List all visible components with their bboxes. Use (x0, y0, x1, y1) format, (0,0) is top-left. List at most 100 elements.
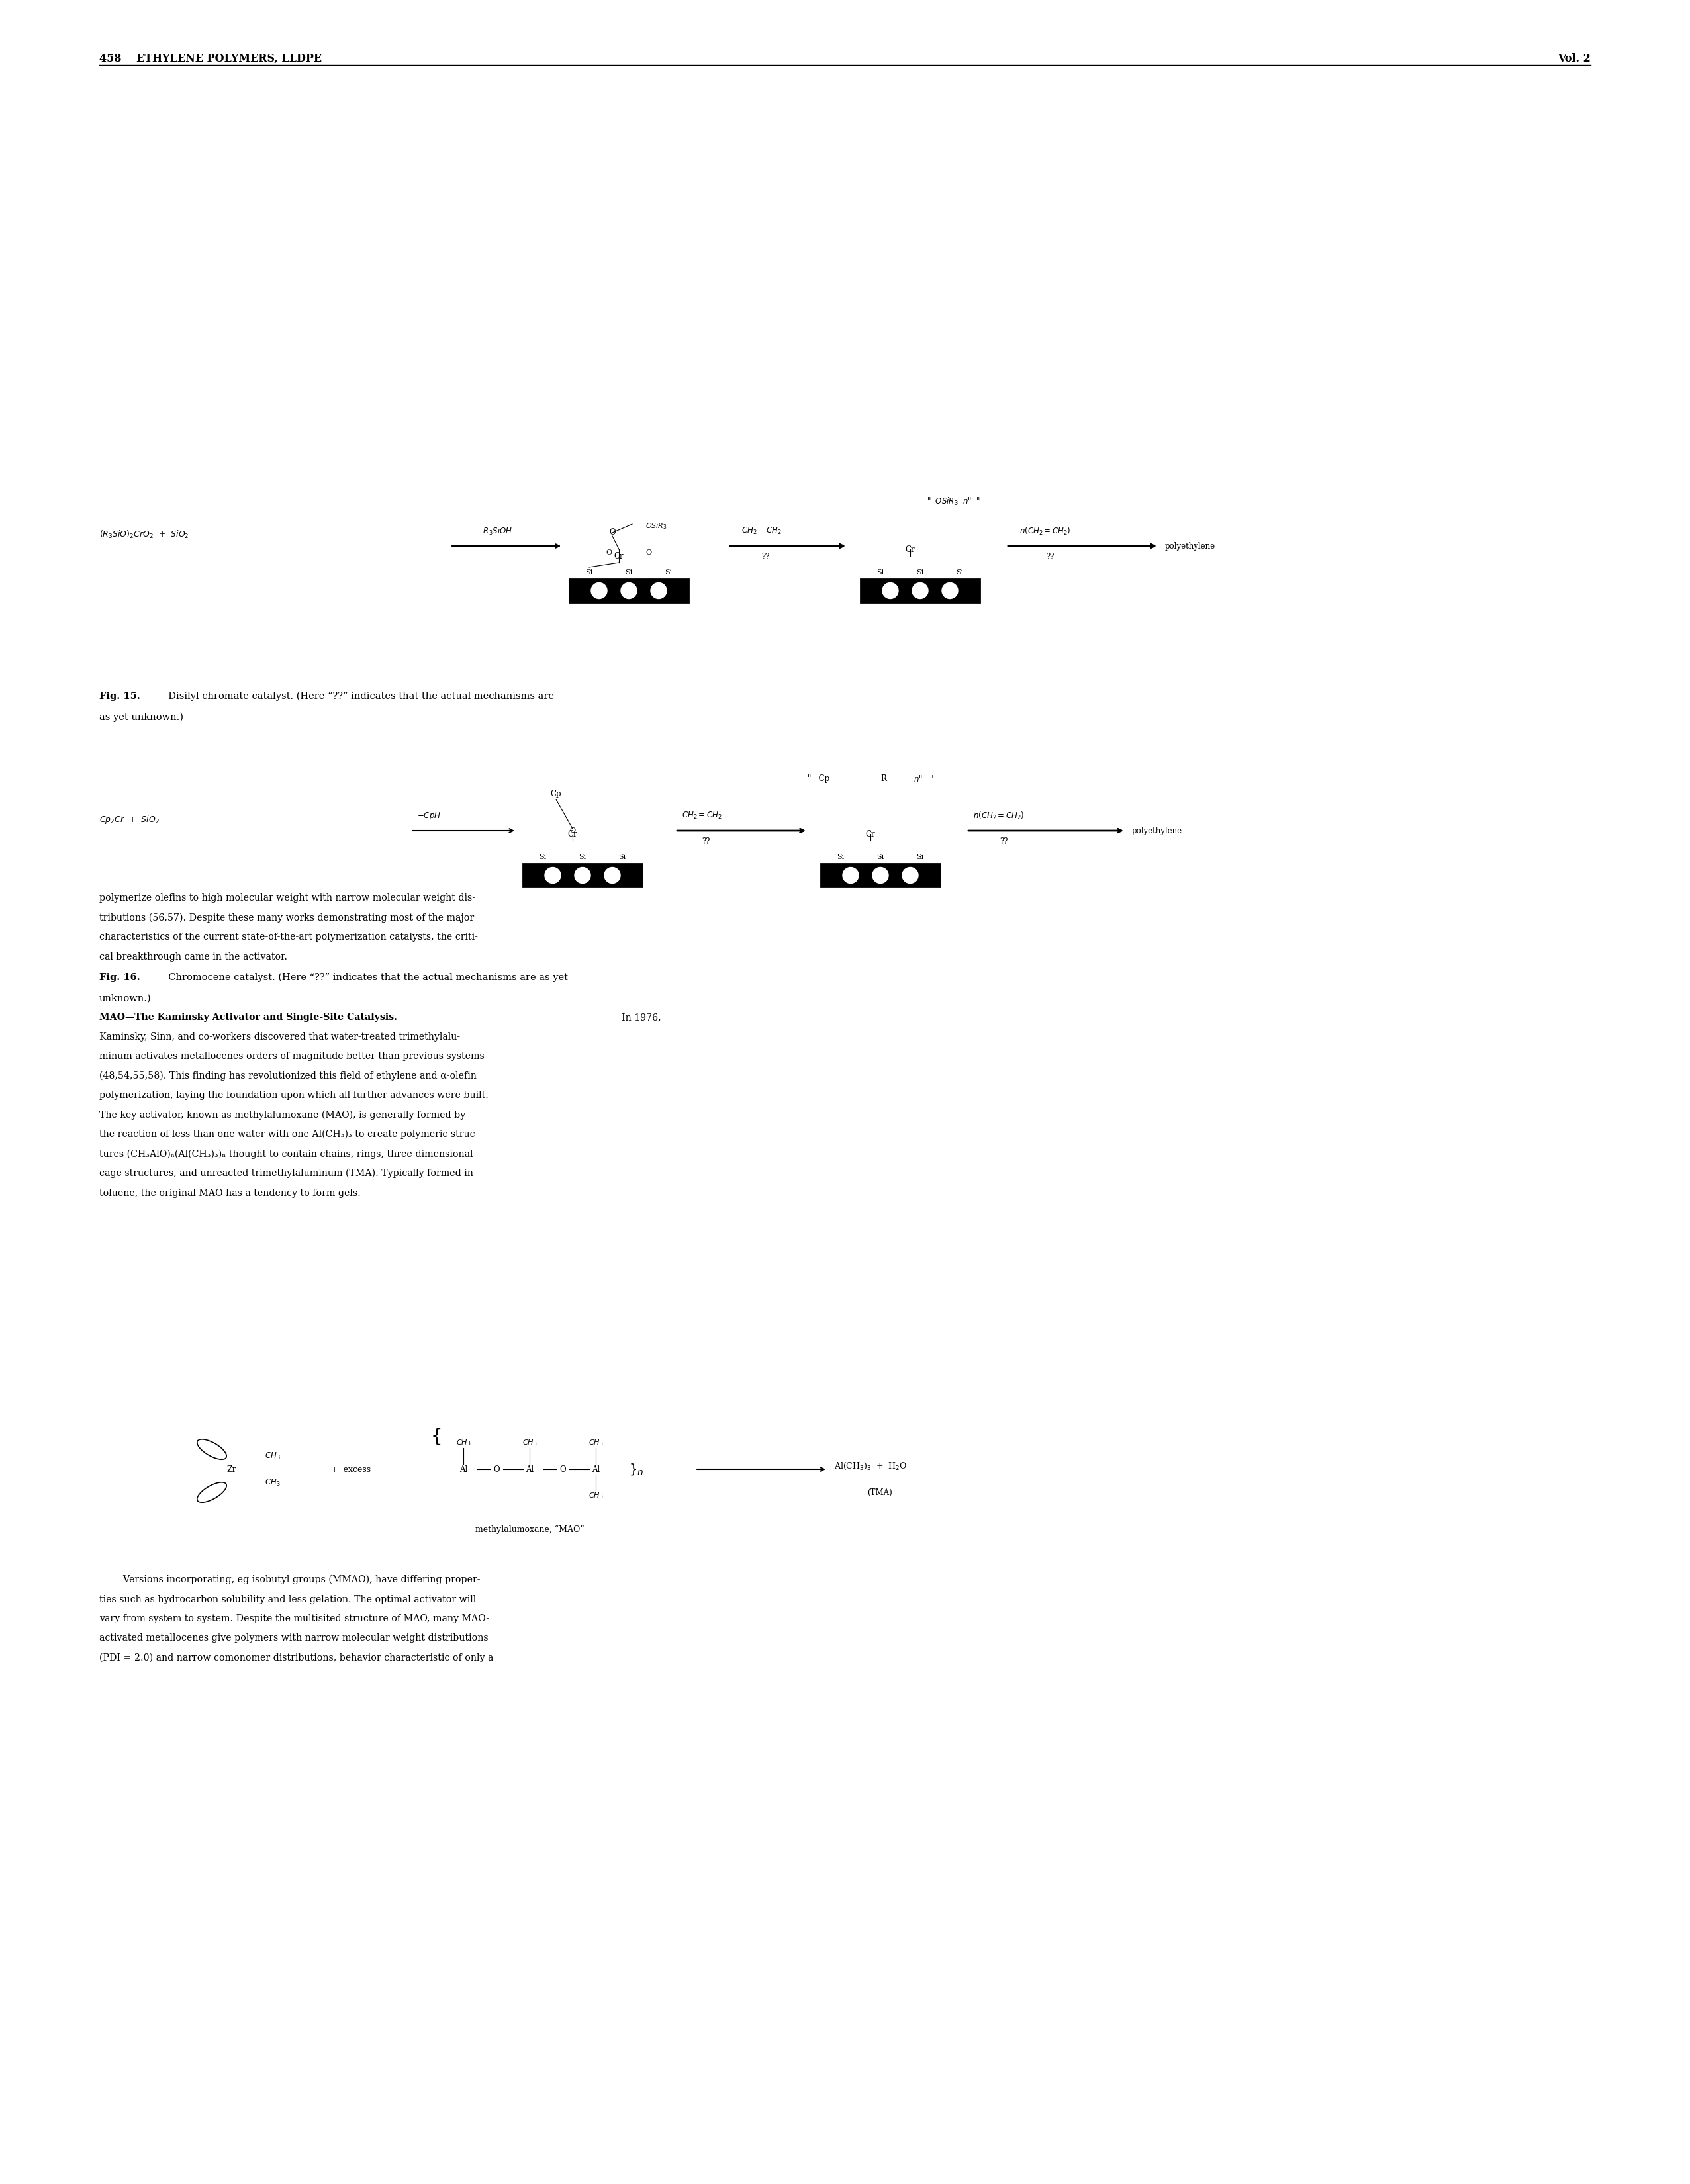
Text: ??: ?? (999, 836, 1007, 845)
Text: cal breakthrough came in the activator.: cal breakthrough came in the activator. (100, 952, 287, 961)
Text: Cr: Cr (613, 553, 624, 561)
Circle shape (592, 583, 607, 598)
Text: Si: Si (916, 570, 924, 577)
Text: the reaction of less than one water with one Al(CH₃)₃ to create polymeric struc-: the reaction of less than one water with… (100, 1129, 478, 1140)
Text: R: R (880, 775, 886, 782)
Text: unknown.): unknown.) (100, 994, 152, 1002)
Text: "   Cp: " Cp (808, 775, 830, 782)
Text: ??: ?? (1046, 553, 1055, 561)
Text: $CH_3$: $CH_3$ (588, 1439, 603, 1448)
Text: +  excess: + excess (331, 1465, 370, 1474)
Text: Al: Al (592, 1465, 600, 1474)
Text: Kaminsky, Sinn, and co-workers discovered that water-treated trimethylalu-: Kaminsky, Sinn, and co-workers discovere… (100, 1033, 460, 1042)
Text: Si: Si (877, 854, 884, 860)
Bar (570, 579, 688, 603)
Text: In 1976,: In 1976, (615, 1013, 661, 1022)
Text: Cr: Cr (865, 830, 875, 839)
Text: Vol. 2: Vol. 2 (1558, 52, 1590, 63)
Text: O: O (559, 1465, 566, 1474)
Text: Si: Si (664, 570, 673, 577)
Text: O: O (608, 529, 615, 537)
Text: Si: Si (625, 570, 632, 577)
Text: polyethylene: polyethylene (1164, 542, 1215, 550)
Text: O: O (646, 550, 652, 557)
Text: Chromocene catalyst. (Here “??” indicates that the actual mechanisms are as yet: Chromocene catalyst. (Here “??” indicate… (162, 972, 568, 983)
Circle shape (544, 867, 561, 882)
Text: toluene, the original MAO has a tendency to form gels.: toluene, the original MAO has a tendency… (100, 1188, 360, 1197)
Text: Zr: Zr (226, 1465, 237, 1474)
Text: activated metallocenes give polymers with narrow molecular weight distributions: activated metallocenes give polymers wit… (100, 1634, 488, 1642)
Text: Si: Si (837, 854, 845, 860)
Text: tributions (56,57). Despite these many works demonstrating most of the major: tributions (56,57). Despite these many w… (100, 913, 475, 922)
Text: O: O (570, 828, 576, 834)
Text: $(R_3SiO)_2CrO_2$  +  $SiO_2$: $(R_3SiO)_2CrO_2$ + $SiO_2$ (100, 529, 189, 539)
Circle shape (575, 867, 590, 882)
Text: $-CpH$: $-CpH$ (417, 810, 441, 821)
Text: $-R_3SiOH$: $-R_3SiOH$ (477, 526, 512, 537)
Text: methylalumoxane, “MAO”: methylalumoxane, “MAO” (475, 1524, 585, 1533)
Text: $CH_3$: $CH_3$ (456, 1439, 472, 1448)
Text: $CH_3$: $CH_3$ (588, 1492, 603, 1500)
Text: $\}_n$: $\}_n$ (629, 1461, 644, 1476)
Bar (860, 579, 980, 603)
Text: The key activator, known as methylalumoxane (MAO), is generally formed by: The key activator, known as methylalumox… (100, 1109, 465, 1120)
Text: ??: ?? (701, 836, 710, 845)
Text: $CH_3$: $CH_3$ (265, 1450, 281, 1461)
Text: $n(CH_2{=}CH_2)$: $n(CH_2{=}CH_2)$ (973, 810, 1024, 821)
Text: $CH_3$: $CH_3$ (265, 1476, 281, 1487)
Text: Al: Al (460, 1465, 468, 1474)
Text: Cp: Cp (551, 791, 561, 799)
Text: cage structures, and unreacted trimethylaluminum (TMA). Typically formed in: cage structures, and unreacted trimethyl… (100, 1168, 473, 1179)
Bar (522, 863, 642, 887)
Text: $CH_3$: $CH_3$ (522, 1439, 537, 1448)
Text: O: O (493, 1465, 500, 1474)
Text: 458    ETHYLENE POLYMERS, LLDPE: 458 ETHYLENE POLYMERS, LLDPE (100, 52, 321, 63)
Text: $n$"   ": $n$" " (914, 775, 933, 784)
Text: Cr: Cr (906, 546, 914, 553)
Text: $CH_2{=}CH_2$: $CH_2{=}CH_2$ (681, 810, 722, 821)
Text: characteristics of the current state-of-the-art polymerization catalysts, the cr: characteristics of the current state-of-… (100, 933, 478, 941)
Text: tures (CH₃AlO)ₙ(Al(CH₃)₃)ₙ thought to contain chains, rings, three-dimensional: tures (CH₃AlO)ₙ(Al(CH₃)₃)ₙ thought to co… (100, 1149, 473, 1160)
Circle shape (902, 867, 918, 882)
Circle shape (882, 583, 899, 598)
Text: (TMA): (TMA) (867, 1487, 892, 1496)
Text: vary from system to system. Despite the multisited structure of MAO, many MAO-: vary from system to system. Despite the … (100, 1614, 488, 1623)
Text: Si: Si (619, 854, 625, 860)
Text: Si: Si (916, 854, 924, 860)
Bar (821, 863, 940, 887)
Text: "  $OSiR_3$  $n$"  ": " $OSiR_3$ $n$" " (926, 496, 980, 507)
Text: $n(CH_2{=}CH_2)$: $n(CH_2{=}CH_2)$ (1019, 526, 1070, 537)
Text: as yet unknown.): as yet unknown.) (100, 712, 183, 723)
Text: Si: Si (585, 570, 593, 577)
Text: Si: Si (877, 570, 884, 577)
Text: polyethylene: polyethylene (1132, 826, 1183, 834)
Text: $OSiR_3$: $OSiR_3$ (646, 522, 668, 531)
Text: Fig. 16.: Fig. 16. (100, 972, 140, 983)
Text: Al: Al (526, 1465, 534, 1474)
Text: O: O (607, 550, 612, 557)
Text: (48,54,55,58). This finding has revolutionized this field of ethylene and α-olef: (48,54,55,58). This finding has revoluti… (100, 1070, 477, 1081)
Circle shape (651, 583, 666, 598)
Circle shape (605, 867, 620, 882)
Text: Versions incorporating, eg isobutyl groups (MMAO), have differing proper-: Versions incorporating, eg isobutyl grou… (100, 1575, 480, 1586)
Text: polymerize olefins to high molecular weight with narrow molecular weight dis-: polymerize olefins to high molecular wei… (100, 893, 475, 902)
Text: $Cp_2Cr$  +  $SiO_2$: $Cp_2Cr$ + $SiO_2$ (100, 815, 159, 826)
Text: $\{$: $\{$ (431, 1426, 441, 1446)
Circle shape (913, 583, 928, 598)
Text: Si: Si (957, 570, 963, 577)
Text: Al(CH$_3$)$_3$  +  H$_2$O: Al(CH$_3$)$_3$ + H$_2$O (835, 1461, 908, 1472)
Text: ties such as hydrocarbon solubility and less gelation. The optimal activator wil: ties such as hydrocarbon solubility and … (100, 1594, 477, 1603)
Text: $CH_2{=}CH_2$: $CH_2{=}CH_2$ (742, 526, 781, 535)
Text: Cr: Cr (568, 830, 578, 839)
Text: polymerization, laying the foundation upon which all further advances were built: polymerization, laying the foundation up… (100, 1090, 488, 1101)
Text: Fig. 15.: Fig. 15. (100, 692, 140, 701)
Circle shape (620, 583, 637, 598)
Circle shape (872, 867, 889, 882)
Text: ??: ?? (761, 553, 769, 561)
Text: Si: Si (578, 854, 586, 860)
Circle shape (843, 867, 859, 882)
Text: Disilyl chromate catalyst. (Here “??” indicates that the actual mechanisms are: Disilyl chromate catalyst. (Here “??” in… (162, 692, 554, 701)
Text: minum activates metallocenes orders of magnitude better than previous systems: minum activates metallocenes orders of m… (100, 1053, 485, 1061)
Text: MAO—The Kaminsky Activator and Single-Site Catalysis.: MAO—The Kaminsky Activator and Single-Si… (100, 1013, 397, 1022)
Text: Si: Si (539, 854, 546, 860)
